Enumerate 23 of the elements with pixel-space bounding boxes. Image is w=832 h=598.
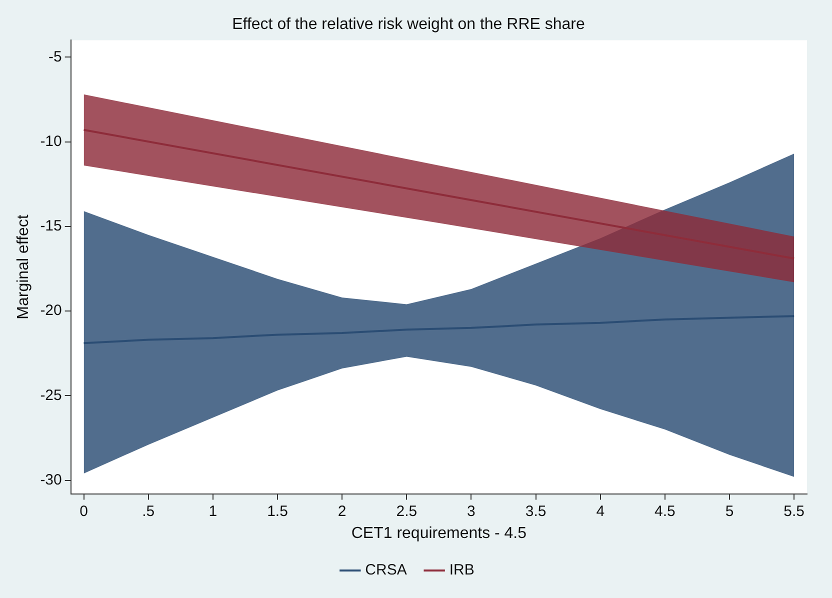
- x-tick-label: 1.5: [267, 502, 288, 520]
- x-tick-label: 3: [467, 502, 476, 520]
- x-tick-label: 5: [725, 502, 734, 520]
- y-tick-label: -5: [48, 48, 62, 66]
- y-axis-title: Marginal effect: [15, 214, 32, 320]
- legend-label: CRSA: [365, 562, 407, 579]
- y-tick-label: -20: [40, 302, 62, 320]
- x-tick-label: 2: [338, 502, 346, 520]
- y-tick-label: -15: [40, 218, 62, 235]
- x-tick-label: 4: [596, 502, 605, 520]
- x-tick-label: 4.5: [654, 502, 676, 520]
- y-tick-label: -10: [40, 132, 62, 150]
- x-tick-label: 5.5: [784, 502, 805, 520]
- x-tick-label: 2.5: [396, 502, 418, 520]
- x-tick-label: 0: [80, 502, 88, 520]
- chart-title: Effect of the relative risk weight on the RRE share: [232, 16, 585, 34]
- y-tick-label: -30: [40, 471, 62, 488]
- legend-label: IRB: [449, 562, 474, 579]
- x-tick-label: 3.5: [525, 502, 546, 520]
- x-axis-title: CET1 requirements - 4.5: [351, 524, 527, 542]
- x-tick-label: .5: [142, 502, 155, 520]
- y-tick-label: -25: [40, 386, 62, 404]
- x-tick-label: 1: [208, 502, 218, 520]
